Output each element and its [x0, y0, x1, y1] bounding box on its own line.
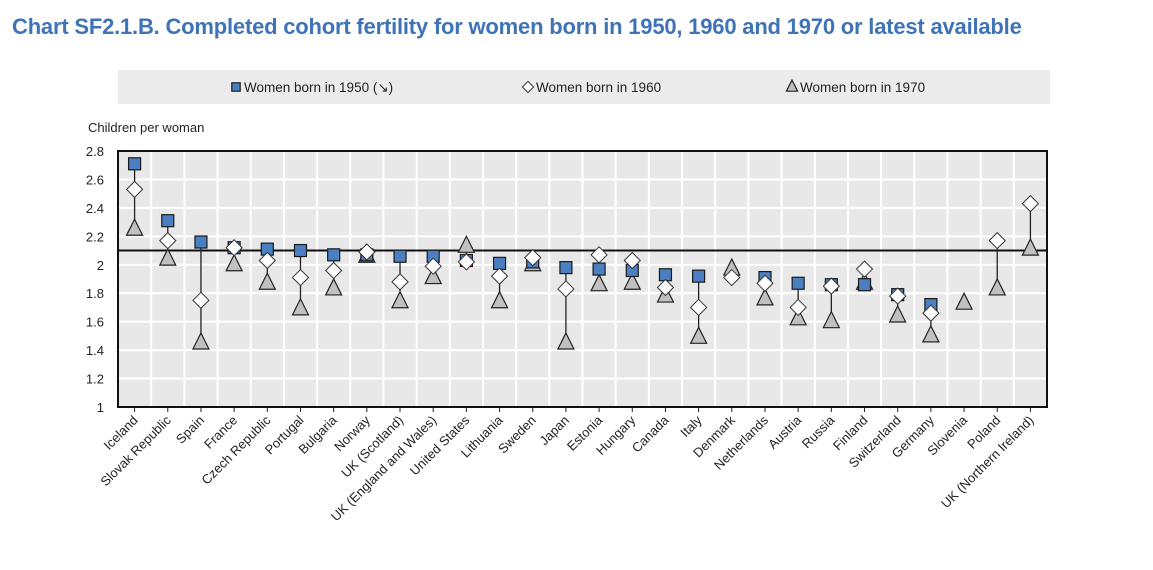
y-tick-label: 1.4	[86, 343, 104, 358]
x-tick-label: Italy	[677, 412, 705, 440]
data-point-diamond	[855, 260, 874, 278]
y-tick-label: 1.8	[86, 286, 104, 301]
data-point-diamond	[358, 243, 376, 261]
data-point-triangle	[490, 290, 509, 309]
data-point-square	[559, 261, 573, 275]
legend-label: Women born in 1950 (↘)	[244, 80, 393, 95]
data-point-diamond	[159, 231, 177, 250]
data-point-triangle	[921, 324, 940, 343]
legend-box	[118, 70, 1050, 104]
data-point-triangle	[623, 271, 642, 290]
data-point-diamond	[922, 304, 940, 322]
data-point-triangle	[191, 331, 210, 350]
legend-label: Women born in 1960	[536, 80, 661, 95]
data-point-diamond	[756, 274, 774, 292]
data-point-square	[194, 235, 208, 249]
data-point-diamond	[490, 267, 509, 285]
data-point-triangle	[789, 307, 808, 326]
data-point-diamond	[723, 268, 741, 287]
data-point-square	[393, 249, 407, 263]
data-point-diamond	[424, 257, 442, 275]
data-point-triangle	[225, 253, 244, 272]
legend-marker-square	[231, 82, 241, 92]
data-point-square	[293, 243, 308, 258]
data-point-square	[161, 214, 175, 228]
data-point-diamond	[590, 246, 608, 264]
data-point-triangle	[391, 290, 409, 309]
data-point-diamond	[192, 291, 210, 310]
data-point-triangle	[888, 304, 907, 323]
y-tick-label: 2.8	[86, 144, 104, 159]
data-point-triangle	[258, 271, 277, 290]
data-point-square	[127, 157, 142, 171]
y-axis-label: Children per woman	[88, 120, 204, 135]
y-tick-label: 1.6	[86, 315, 104, 330]
data-point-diamond	[291, 268, 310, 287]
data-point-diamond	[656, 278, 675, 297]
data-point-triangle	[556, 331, 575, 350]
data-point-triangle	[125, 217, 144, 236]
data-point-diamond	[557, 280, 575, 298]
legend-marker-diamond	[521, 80, 535, 94]
x-tick-label: Austria	[765, 412, 805, 452]
data-point-triangle	[689, 325, 708, 344]
data-point-diamond	[822, 277, 841, 295]
data-point-diamond	[391, 273, 409, 291]
data-point-triangle	[590, 273, 609, 292]
legend-label: Women born in 1970	[800, 80, 925, 95]
data-point-diamond	[789, 298, 807, 317]
x-tick-label: Canada	[629, 412, 672, 455]
data-point-diamond	[524, 248, 542, 267]
data-point-diamond	[258, 251, 277, 270]
data-point-triangle	[324, 277, 343, 296]
data-point-diamond	[689, 298, 708, 317]
data-point-diamond	[125, 180, 144, 199]
y-tick-label: 2.6	[86, 172, 104, 187]
y-tick-label: 2.2	[86, 229, 104, 244]
data-point-diamond	[623, 251, 641, 270]
plot-border	[117, 150, 1048, 408]
chart-title: Chart SF2.1.B. Completed cohort fertilit…	[12, 14, 1022, 39]
data-point-triangle	[756, 287, 774, 306]
y-tick-label: 2	[97, 258, 104, 273]
data-point-triangle	[988, 277, 1007, 296]
data-point-triangle	[158, 247, 177, 266]
data-point-square	[327, 248, 341, 262]
data-point-triangle	[291, 297, 310, 316]
data-point-triangle	[822, 310, 841, 329]
y-tick-label: 1	[97, 400, 104, 415]
y-tick-label: 2.4	[86, 201, 104, 216]
data-point-diamond	[1021, 194, 1040, 213]
data-point-diamond	[988, 231, 1006, 250]
data-point-square	[592, 262, 606, 276]
data-point-diamond	[324, 261, 343, 280]
data-point-diamond	[888, 287, 907, 305]
data-point-square	[857, 278, 872, 292]
data-point-triangle	[955, 291, 974, 310]
data-point-triangle	[1021, 237, 1040, 256]
data-point-square	[791, 276, 805, 290]
y-tick-label: 1.2	[86, 372, 104, 387]
data-point-square	[692, 269, 706, 283]
data-point-triangle	[424, 266, 443, 285]
data-point-diamond	[457, 253, 476, 271]
data-point-diamond	[225, 239, 243, 257]
data-point-triangle	[457, 234, 476, 253]
legend-marker-triangle	[785, 78, 799, 92]
